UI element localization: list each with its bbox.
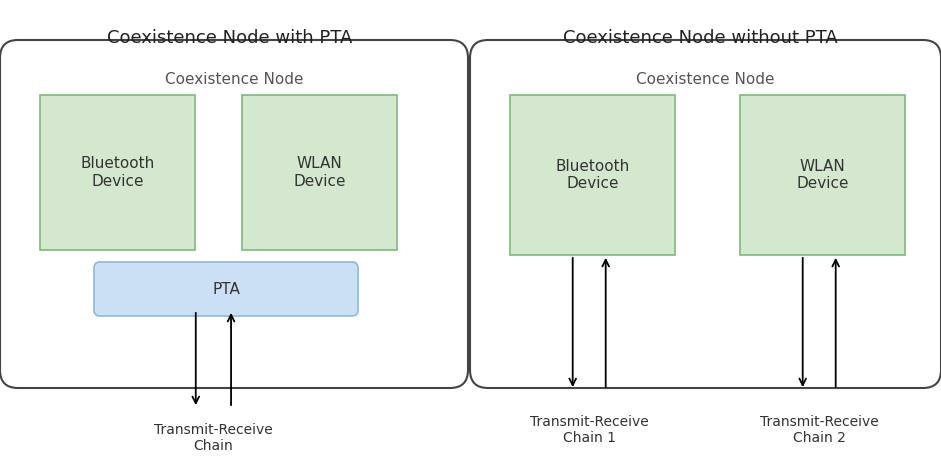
Text: WLAN
Device: WLAN Device (796, 159, 849, 191)
Text: Coexistence Node: Coexistence Node (165, 73, 303, 87)
Text: Bluetooth
Device: Bluetooth Device (555, 159, 630, 191)
FancyBboxPatch shape (94, 262, 358, 316)
FancyBboxPatch shape (0, 40, 468, 388)
Text: Transmit-Receive
Chain 2: Transmit-Receive Chain 2 (759, 415, 879, 445)
Text: Transmit-Receive
Chain: Transmit-Receive Chain (154, 423, 273, 453)
Text: Bluetooth
Device: Bluetooth Device (80, 156, 154, 188)
Text: Transmit-Receive
Chain 1: Transmit-Receive Chain 1 (530, 415, 648, 445)
Bar (510, 95, 675, 255)
Text: Coexistence Node with PTA: Coexistence Node with PTA (107, 29, 353, 47)
Text: PTA: PTA (212, 281, 240, 297)
Text: Coexistence Node: Coexistence Node (636, 73, 774, 87)
Bar (740, 95, 905, 255)
Text: Coexistence Node without PTA: Coexistence Node without PTA (563, 29, 837, 47)
Bar (242, 95, 397, 250)
Bar (40, 95, 195, 250)
FancyBboxPatch shape (470, 40, 941, 388)
Text: WLAN
Device: WLAN Device (294, 156, 345, 188)
